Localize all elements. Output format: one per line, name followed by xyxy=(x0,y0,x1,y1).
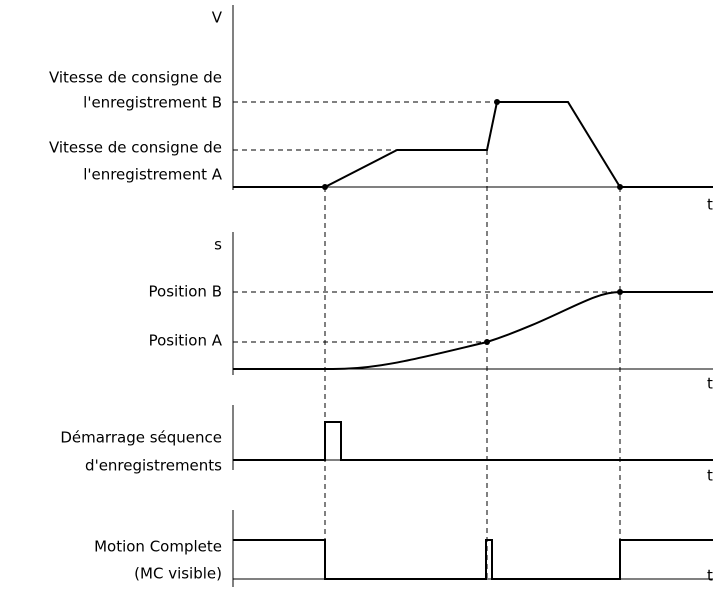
point xyxy=(617,289,623,295)
label: Position B xyxy=(149,283,222,301)
time-label: t xyxy=(707,467,713,485)
label: (MC visible) xyxy=(134,565,222,583)
label: Motion Complete xyxy=(94,538,222,556)
point xyxy=(322,184,328,190)
label: d'enregistrements xyxy=(85,457,222,475)
label: Démarrage séquence xyxy=(60,429,222,447)
point xyxy=(494,99,500,105)
position-curve xyxy=(233,291,713,370)
point xyxy=(617,184,623,190)
axis-label: V xyxy=(212,9,223,27)
point xyxy=(484,339,490,345)
label: l'enregistrement A xyxy=(83,166,223,184)
start-signal xyxy=(233,421,713,461)
time-label: t xyxy=(707,375,713,393)
axis-label: s xyxy=(214,236,222,254)
mc-signal xyxy=(233,539,713,580)
time-label: t xyxy=(707,567,713,585)
label: l'enregistrement B xyxy=(83,94,222,112)
time-label: t xyxy=(707,196,713,214)
label: Vitesse de consigne de xyxy=(49,139,222,157)
velocity-curve xyxy=(233,101,713,188)
label: Position A xyxy=(149,332,223,350)
label: Vitesse de consigne de xyxy=(49,69,222,87)
